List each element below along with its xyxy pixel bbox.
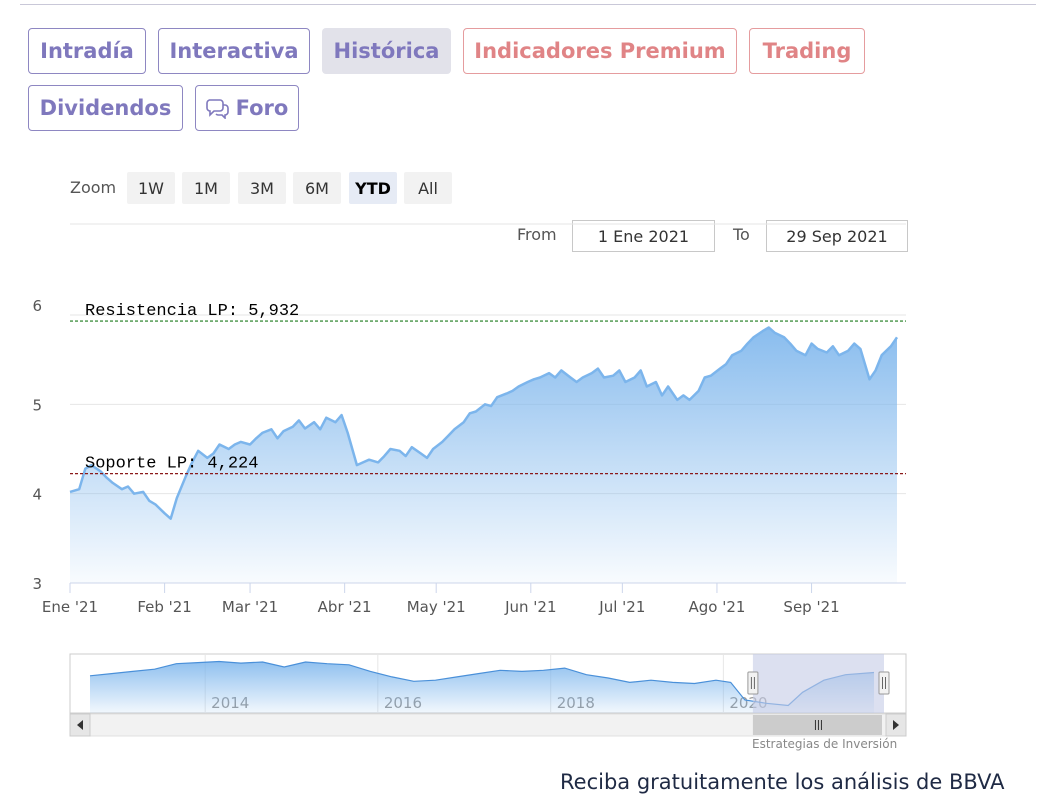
tab-label: Indicadores Premium: [474, 39, 726, 63]
tab-label: Intradía: [40, 39, 134, 63]
x-tick-label: Feb '21: [137, 598, 192, 616]
arrow-left-icon: [77, 720, 83, 730]
tab-historica[interactable]: Histórica: [322, 28, 451, 74]
navigator-right-handle[interactable]: [878, 671, 890, 695]
tab-intradia[interactable]: Intradía: [28, 28, 146, 74]
tab-dividendos[interactable]: Dividendos: [28, 85, 183, 131]
range-to-input[interactable]: 29 Sep 2021: [766, 220, 908, 252]
range-to-label: To: [733, 225, 750, 244]
navigator-line: [89, 660, 875, 707]
tab-label: Interactiva: [169, 39, 299, 63]
range-from-label: From: [517, 225, 557, 244]
zoom-3m-button[interactable]: 3M: [238, 172, 286, 204]
zoom-ytd-button[interactable]: YTD: [349, 172, 397, 204]
tab-indicadores-premium[interactable]: Indicadores Premium: [463, 28, 737, 74]
x-tick-label: Jul '21: [598, 598, 645, 616]
stock-chart: Resistencia LP: 5,932 Soporte LP: 4,224 E…: [32, 223, 907, 737]
tab-trading[interactable]: Trading: [749, 28, 865, 74]
x-tick-label: Sep '21: [783, 598, 839, 616]
x-tick-label: May '21: [407, 598, 466, 616]
resistance-label: Resistencia LP: 5,932: [85, 302, 299, 321]
price-line: [69, 326, 899, 520]
zoom-all-button[interactable]: All: [404, 172, 452, 204]
tab-label: Histórica: [333, 39, 440, 63]
range-from-input[interactable]: 1 Ene 2021: [572, 220, 715, 252]
y-tick-label: 6: [32, 297, 42, 315]
zoom-1m-button[interactable]: 1M: [182, 172, 230, 204]
price-area: [70, 327, 897, 583]
tab-interactiva[interactable]: Interactiva: [158, 28, 310, 74]
x-tick-label: Jun '21: [504, 598, 556, 616]
promo-text: Reciba gratuitamente los análisis de BBV…: [560, 770, 1005, 794]
x-tick-label: Ene '21: [42, 598, 98, 616]
navigator-area: [90, 661, 874, 713]
y-tick-label: 5: [32, 396, 42, 414]
zoom-1w-button[interactable]: 1W: [127, 172, 175, 204]
navigator-left-handle[interactable]: [747, 671, 759, 695]
zoom-6m-button[interactable]: 6M: [293, 172, 341, 204]
scrollbar-thumb[interactable]: [752, 715, 882, 735]
x-tick-label: Mar '21: [222, 598, 278, 616]
chat-bubbles-icon: [205, 99, 229, 119]
support-label: Soporte LP: 4,224: [85, 455, 258, 474]
top-divider: [20, 4, 1036, 5]
chart-credit: Estrategias de Inversión: [752, 737, 898, 751]
zoom-label: Zoom: [70, 178, 117, 197]
tab-foro[interactable]: Foro: [195, 85, 299, 131]
y-tick-label: 3: [32, 575, 42, 593]
navigator-selection[interactable]: [752, 654, 884, 713]
y-tick-label: 4: [32, 486, 42, 504]
tab-label: Trading: [762, 39, 852, 63]
tab-label: Dividendos: [39, 96, 172, 120]
x-tick-label: Ago '21: [688, 598, 745, 616]
arrow-right-icon: [893, 720, 899, 730]
x-tick-label: Abr '21: [318, 598, 372, 616]
tab-label: Foro: [235, 96, 289, 120]
